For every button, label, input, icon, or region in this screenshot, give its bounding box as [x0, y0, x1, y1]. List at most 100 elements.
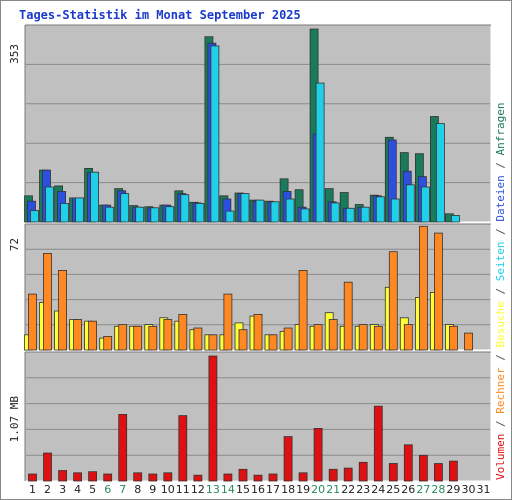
- x-tick-label-27: 27: [416, 483, 430, 496]
- bar-rechner-day-1: [28, 293, 37, 351]
- bar-rechner-day-16: [253, 313, 263, 351]
- bar-seiten-day-28: [435, 123, 445, 223]
- bar-volumen-day-22: [343, 467, 353, 482]
- legend-separator: /: [494, 281, 507, 301]
- x-tick-label-10: 10: [161, 483, 175, 496]
- bar-rechner-day-6: [103, 335, 113, 351]
- x-tick-label-8: 8: [134, 483, 141, 496]
- bar-rechner-day-3: [58, 269, 67, 351]
- bar-volumen-day-10: [163, 472, 173, 482]
- bar-rechner-day-15: [238, 329, 248, 351]
- bar-rechner-day-12: [193, 327, 203, 351]
- panel-volume: [24, 351, 492, 482]
- x-tick-label-11: 11: [176, 483, 190, 496]
- bar-volumen-day-11: [178, 415, 188, 482]
- x-tick-label-31: 31: [477, 483, 491, 496]
- bar-rechner-day-20: [313, 324, 323, 351]
- bar-rechner-day-23: [358, 324, 368, 351]
- x-tick-label-7: 7: [119, 483, 126, 496]
- bar-volumen-day-2: [43, 452, 52, 482]
- x-tick-label-20: 20: [311, 483, 325, 496]
- bar-volumen-day-19: [298, 472, 308, 482]
- x-tick-label-15: 15: [236, 483, 250, 496]
- x-tick-label-21: 21: [326, 483, 340, 496]
- bar-volumen-day-6: [103, 473, 113, 482]
- x-tick-label-17: 17: [266, 483, 280, 496]
- bar-seiten-day-15: [240, 193, 250, 223]
- bar-seiten-day-19: [300, 208, 310, 223]
- bar-rechner-day-27: [418, 225, 428, 351]
- x-tick-label-5: 5: [89, 483, 96, 496]
- bar-rechner-day-7: [118, 324, 128, 351]
- bar-seiten-day-24: [375, 196, 385, 223]
- bar-rechner-day-29: [448, 325, 458, 351]
- panel-requests-max-label: 353: [8, 44, 21, 64]
- x-tick-label-24: 24: [371, 483, 385, 496]
- legend-separator: /: [494, 222, 507, 242]
- right-legend: Volumen / Rechner / Besuche / Seiten / D…: [494, 102, 507, 480]
- legend-seiten: Seiten: [494, 242, 507, 282]
- bar-rechner-day-17: [268, 334, 278, 351]
- bar-seiten-day-20: [315, 82, 325, 223]
- bar-volumen-day-23: [358, 461, 368, 482]
- bar-rechner-day-11: [178, 313, 188, 351]
- bar-volumen-day-20: [313, 427, 323, 482]
- legend-volumen: Volumen: [494, 434, 507, 480]
- x-tick-label-14: 14: [221, 483, 235, 496]
- bar-volumen-day-26: [403, 444, 413, 482]
- chart-title: Tages-Statistik im Monat September 2025: [19, 8, 301, 22]
- bar-volumen-day-9: [148, 473, 158, 482]
- panel-visits: [24, 223, 492, 351]
- bar-rechner-day-28: [433, 232, 443, 351]
- bar-seiten-day-10: [165, 206, 175, 223]
- bar-rechner-day-24: [373, 325, 383, 351]
- x-tick-label-28: 28: [431, 483, 445, 496]
- bar-rechner-day-19: [298, 269, 308, 351]
- x-tick-label-25: 25: [386, 483, 400, 496]
- x-tick-label-2: 2: [44, 483, 51, 496]
- bar-seiten-day-14: [225, 210, 235, 223]
- x-tick-label-23: 23: [356, 483, 370, 496]
- bar-rechner-day-13: [208, 334, 218, 351]
- bar-volumen-day-16: [253, 474, 263, 482]
- bar-seiten-day-17: [270, 201, 280, 223]
- legend-separator: /: [494, 155, 507, 175]
- legend-separator: /: [494, 414, 507, 434]
- x-tick-label-1: 1: [29, 483, 36, 496]
- bar-volumen-day-24: [373, 405, 383, 482]
- legend-anfragen: Anfragen: [494, 102, 507, 155]
- bar-rechner-day-4: [73, 319, 82, 351]
- panel-requests: [24, 24, 492, 223]
- bar-volumen-day-1: [28, 473, 37, 482]
- bar-volumen-day-7: [118, 413, 128, 482]
- x-tick-label-30: 30: [462, 483, 476, 496]
- bar-volumen-day-13: [208, 355, 218, 482]
- bar-volumen-day-25: [388, 463, 398, 482]
- x-tick-label-26: 26: [401, 483, 415, 496]
- x-tick-label-22: 22: [341, 483, 355, 496]
- bar-rechner-day-26: [403, 324, 413, 351]
- bar-rechner-day-21: [328, 319, 338, 351]
- bar-seiten-day-9: [150, 207, 160, 223]
- bar-volumen-day-15: [238, 468, 248, 482]
- bar-volumen-day-4: [73, 472, 82, 482]
- x-tick-label-19: 19: [296, 483, 310, 496]
- bar-seiten-day-2: [45, 186, 54, 223]
- bar-rechner-day-25: [388, 251, 398, 351]
- bar-seiten-day-27: [420, 186, 430, 223]
- bar-volumen-day-28: [433, 463, 443, 482]
- bar-rechner-day-14: [223, 293, 233, 351]
- x-tick-label-9: 9: [149, 483, 156, 496]
- bar-volumen-day-5: [88, 471, 97, 482]
- bar-seiten-day-6: [105, 206, 115, 223]
- bar-seiten-day-21: [330, 202, 340, 223]
- bar-seiten-day-22: [345, 207, 355, 223]
- bar-seiten-day-5: [90, 171, 99, 223]
- bar-volumen-day-21: [328, 468, 338, 482]
- bar-rechner-day-10: [163, 319, 173, 351]
- bar-seiten-day-12: [195, 202, 205, 223]
- x-tick-label-16: 16: [251, 483, 265, 496]
- bar-volumen-day-14: [223, 473, 233, 482]
- x-tick-label-12: 12: [191, 483, 205, 496]
